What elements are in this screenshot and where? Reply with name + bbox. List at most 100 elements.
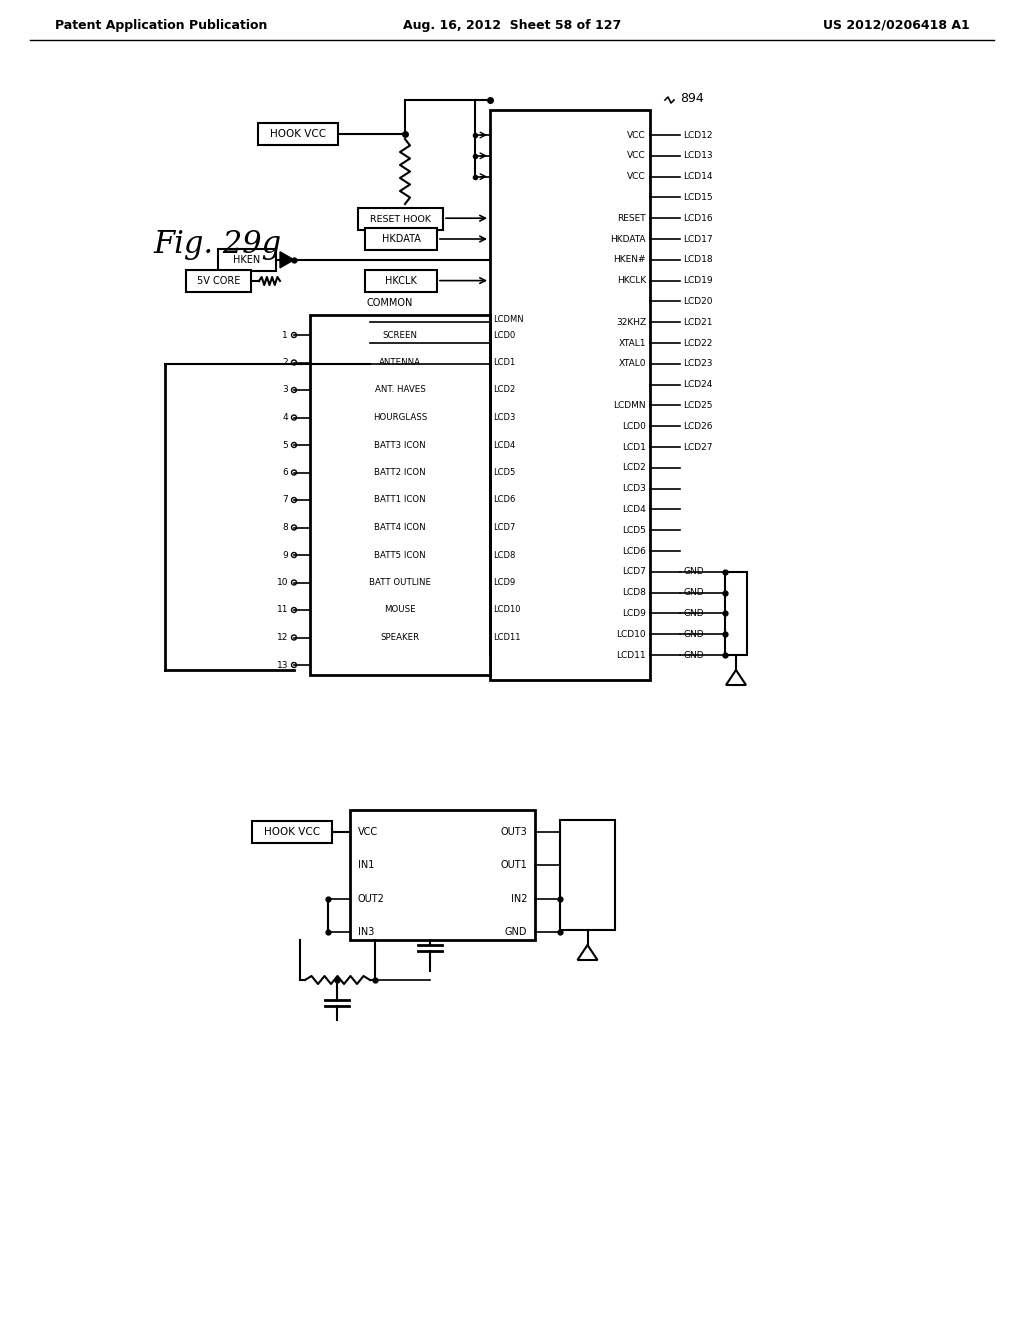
- Text: LCD26: LCD26: [683, 421, 713, 430]
- Text: LCD11: LCD11: [493, 634, 520, 642]
- Text: LCD5: LCD5: [493, 469, 515, 477]
- Text: LCD8: LCD8: [493, 550, 515, 560]
- Text: 9: 9: [283, 550, 288, 560]
- Text: LCD2: LCD2: [493, 385, 515, 395]
- Text: LCD16: LCD16: [683, 214, 713, 223]
- Text: LCD0: LCD0: [493, 330, 515, 339]
- Text: GND: GND: [683, 609, 703, 618]
- Text: 4: 4: [283, 413, 288, 422]
- Text: GND: GND: [683, 651, 703, 660]
- Text: LCD22: LCD22: [683, 338, 713, 347]
- Text: VCC: VCC: [628, 152, 646, 160]
- Text: HOURGLASS: HOURGLASS: [373, 413, 427, 422]
- Text: HKEN: HKEN: [233, 255, 261, 265]
- Text: VCC: VCC: [628, 172, 646, 181]
- Bar: [218, 249, 276, 271]
- Text: IN2: IN2: [511, 894, 527, 904]
- Text: LCDMN: LCDMN: [493, 314, 523, 323]
- Text: LCD3: LCD3: [493, 413, 515, 422]
- Text: LCD2: LCD2: [623, 463, 646, 473]
- Text: BATT4 ICON: BATT4 ICON: [374, 523, 426, 532]
- Bar: [350, 810, 535, 940]
- Bar: [365, 271, 437, 292]
- Text: SCREEN: SCREEN: [383, 330, 418, 339]
- Bar: [365, 228, 437, 249]
- Text: 10: 10: [276, 578, 288, 587]
- Text: LCD1: LCD1: [493, 358, 515, 367]
- Text: HKDATA: HKDATA: [610, 235, 646, 243]
- Text: LCD5: LCD5: [623, 525, 646, 535]
- Text: LCD18: LCD18: [683, 255, 713, 264]
- Text: VCC: VCC: [358, 828, 378, 837]
- Text: LCD19: LCD19: [683, 276, 713, 285]
- Text: LCDMN: LCDMN: [613, 401, 646, 411]
- Text: OUT3: OUT3: [501, 828, 527, 837]
- Text: US 2012/0206418 A1: US 2012/0206418 A1: [823, 18, 970, 32]
- Text: 3: 3: [283, 385, 288, 395]
- Text: GND: GND: [683, 589, 703, 597]
- Text: GND: GND: [505, 927, 527, 937]
- Text: LCD7: LCD7: [623, 568, 646, 577]
- Text: GND: GND: [683, 630, 703, 639]
- Bar: [490, 110, 650, 680]
- Text: 1: 1: [283, 330, 288, 339]
- Polygon shape: [280, 252, 294, 268]
- Text: 6: 6: [283, 469, 288, 477]
- Text: LCD24: LCD24: [683, 380, 713, 389]
- Text: LCD4: LCD4: [493, 441, 515, 450]
- Text: LCD6: LCD6: [623, 546, 646, 556]
- Text: 7: 7: [283, 495, 288, 504]
- Text: GND: GND: [683, 568, 703, 577]
- Text: OUT1: OUT1: [501, 861, 527, 870]
- Text: 32KHZ: 32KHZ: [615, 318, 646, 327]
- Text: VCC: VCC: [628, 131, 646, 140]
- Text: 13: 13: [276, 660, 288, 669]
- Text: LCD9: LCD9: [623, 609, 646, 618]
- Text: BATT OUTLINE: BATT OUTLINE: [369, 578, 431, 587]
- Text: HKEN#: HKEN#: [613, 255, 646, 264]
- Text: LCD1: LCD1: [623, 442, 646, 451]
- Text: LCD20: LCD20: [683, 297, 713, 306]
- Text: HKCLK: HKCLK: [385, 276, 417, 286]
- Bar: [358, 209, 443, 230]
- Text: IN1: IN1: [358, 861, 375, 870]
- Text: OUT2: OUT2: [358, 894, 385, 904]
- Text: Aug. 16, 2012  Sheet 58 of 127: Aug. 16, 2012 Sheet 58 of 127: [402, 18, 622, 32]
- Text: LCD15: LCD15: [683, 193, 713, 202]
- Text: BATT1 ICON: BATT1 ICON: [374, 495, 426, 504]
- Text: 5: 5: [283, 441, 288, 450]
- Bar: [560, 820, 615, 931]
- Text: LCD3: LCD3: [623, 484, 646, 494]
- Text: LCD12: LCD12: [683, 131, 713, 140]
- Bar: [310, 315, 490, 675]
- Text: LCD11: LCD11: [616, 651, 646, 660]
- Text: BATT5 ICON: BATT5 ICON: [374, 550, 426, 560]
- Text: RESET: RESET: [617, 214, 646, 223]
- Text: LCD17: LCD17: [683, 235, 713, 243]
- Text: LCD10: LCD10: [493, 606, 520, 615]
- Text: LCD13: LCD13: [683, 152, 713, 160]
- Text: XTAL1: XTAL1: [618, 338, 646, 347]
- Text: Fig. 29g: Fig. 29g: [154, 230, 282, 260]
- Text: 894: 894: [680, 91, 703, 104]
- Text: ANTENNA: ANTENNA: [379, 358, 421, 367]
- Text: LCD0: LCD0: [623, 421, 646, 430]
- Text: SPEAKER: SPEAKER: [381, 634, 420, 642]
- Text: ANT. HAVES: ANT. HAVES: [375, 385, 425, 395]
- Bar: [725, 572, 746, 655]
- Text: Patent Application Publication: Patent Application Publication: [55, 18, 267, 32]
- Text: 2: 2: [283, 358, 288, 367]
- Text: MOUSE: MOUSE: [384, 606, 416, 615]
- Text: LCD10: LCD10: [616, 630, 646, 639]
- Bar: [258, 123, 338, 145]
- Text: LCD23: LCD23: [683, 359, 713, 368]
- Text: LCD25: LCD25: [683, 401, 713, 411]
- Text: IN3: IN3: [358, 927, 375, 937]
- Text: LCD4: LCD4: [623, 504, 646, 513]
- Text: HOOK VCC: HOOK VCC: [270, 129, 326, 139]
- Text: 8: 8: [283, 523, 288, 532]
- Text: RESET HOOK: RESET HOOK: [370, 214, 431, 223]
- Text: XTAL0: XTAL0: [618, 359, 646, 368]
- Text: LCD7: LCD7: [493, 523, 515, 532]
- Text: HOOK VCC: HOOK VCC: [264, 828, 321, 837]
